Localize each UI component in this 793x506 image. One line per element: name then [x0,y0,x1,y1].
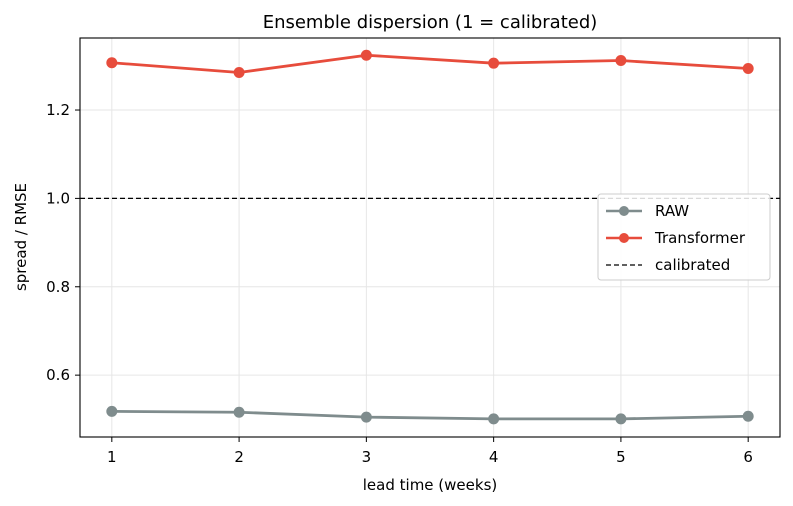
legend: RAW Transformer calibrated [597,193,771,281]
series-transformer-point [742,62,754,74]
y-axis-label: spread / RMSE [12,183,30,291]
series-transformer-point [233,66,245,78]
x-tick-label: 6 [743,448,753,466]
x-axis-label: lead time (weeks) [363,476,497,494]
series-raw-point [488,413,500,425]
chart-title: Ensemble dispersion (1 = calibrated) [263,12,598,33]
legend-calibrated-label: calibrated [655,256,730,274]
series-transformer-line [111,53,749,74]
series-transformer-point [615,55,627,67]
y-tick-label: 1.2 [46,101,70,119]
x-tick-label: 1 [107,448,117,466]
plot-area-frame [79,37,781,438]
series-transformer-point [488,57,500,69]
legend-transformer-marker [619,233,629,243]
series-transformer-point [106,57,118,69]
x-tick-label: 5 [616,448,626,466]
series-raw-point [233,406,245,418]
x-tick-label: 4 [489,448,499,466]
legend-raw-label: RAW [655,202,689,220]
legend-box [597,193,771,281]
series-group [106,49,754,425]
y-axis-ticks: 0.6 0.8 1.0 1.2 [46,101,80,384]
series-raw-point [742,410,754,422]
y-tick-label: 0.6 [46,366,70,384]
legend-raw-marker [619,206,629,216]
series-raw-point [360,411,372,423]
x-tick-label: 3 [362,448,372,466]
legend-entry-transformer: Transformer [606,229,746,247]
x-axis-ticks: 1 2 3 4 5 6 [107,437,753,466]
legend-entry-calibrated: calibrated [606,256,730,274]
series-raw-point [106,405,118,417]
legend-transformer-label: Transformer [654,229,746,247]
series-transformer-point [360,49,372,61]
series-raw-line [111,409,749,421]
y-tick-label: 0.8 [46,278,70,296]
series-raw-point [615,413,627,425]
x-tick-label: 2 [234,448,244,466]
y-tick-label: 1.0 [46,189,70,207]
legend-entry-raw: RAW [606,202,689,220]
